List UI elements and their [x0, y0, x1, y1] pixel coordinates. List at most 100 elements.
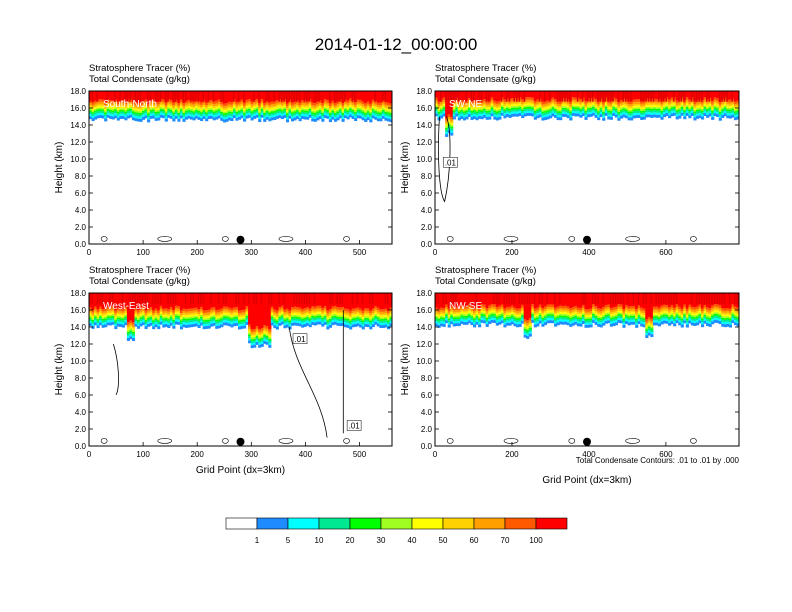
condensate-contour	[222, 438, 229, 444]
y-tick-label: 12.0	[70, 340, 86, 349]
y-tick-label: 12.0	[70, 138, 86, 147]
plot-frame	[434, 292, 740, 447]
panel-label: SW-NE	[449, 99, 482, 110]
colorbar-box	[473, 517, 506, 530]
tracer-field	[435, 293, 739, 339]
y-tick-label: 4.0	[421, 408, 433, 417]
y-axis-label: Height (km)	[400, 344, 411, 396]
condensate-contour	[343, 236, 350, 242]
y-axis-label: Height (km)	[54, 344, 65, 396]
plot-frame	[88, 292, 393, 447]
x-tick-label: 200	[505, 450, 519, 459]
y-tick-label: 18.0	[416, 87, 432, 96]
y-tick-label: 14.0	[416, 323, 432, 332]
location-marker	[236, 437, 245, 446]
x-tick-label: 500	[353, 248, 367, 257]
y-tick-label: 18.0	[70, 87, 86, 96]
colorbar-label: 10	[315, 536, 324, 545]
y-tick-label: 14.0	[70, 323, 86, 332]
panel-title-line: Total Condensate (g/kg)	[435, 74, 536, 85]
y-tick-label: 2.0	[421, 425, 433, 434]
y-tick-label: 10.0	[416, 155, 432, 164]
colorbar-box	[349, 517, 382, 530]
y-tick-label: 8.0	[75, 172, 87, 181]
x-tick-label: 200	[191, 450, 205, 459]
y-tick-label: 14.0	[70, 121, 86, 130]
location-marker	[583, 437, 591, 446]
x-tick-label: 100	[136, 248, 150, 257]
x-tick-label: 0	[87, 248, 92, 257]
y-tick-label: 2.0	[75, 223, 87, 232]
x-tick-label: 300	[245, 248, 259, 257]
x-tick-label: 500	[353, 450, 367, 459]
y-tick-label: 4.0	[75, 206, 87, 215]
x-tick-label: 0	[433, 450, 438, 459]
y-tick-label: 8.0	[75, 374, 87, 383]
condensate-contour	[568, 236, 576, 242]
tracer-field	[435, 91, 739, 137]
colorbar-label: 1	[255, 536, 260, 545]
condensate-contour	[100, 236, 108, 242]
x-tick-label: 400	[582, 450, 596, 459]
y-tick-label: 6.0	[75, 189, 87, 198]
y-tick-label: 10.0	[70, 155, 86, 164]
condensate-contour	[112, 343, 119, 396]
contour-note: Total Condensate Contours: .01 to .01 by…	[576, 456, 740, 465]
x-tick-label: 400	[299, 450, 313, 459]
condensate-contour	[438, 116, 451, 203]
y-tick-label: 2.0	[421, 223, 433, 232]
plot-frame	[88, 90, 393, 245]
y-tick-label: 18.0	[70, 289, 86, 298]
contour-label-box	[292, 333, 308, 344]
colorbar-label: 5	[286, 536, 291, 545]
condensate-contour	[157, 236, 173, 242]
x-tick-label: 200	[191, 248, 205, 257]
colorbar-label: 70	[501, 536, 510, 545]
condensate-contour	[503, 236, 519, 242]
y-tick-label: 6.0	[421, 189, 433, 198]
condensate-contour	[278, 236, 294, 242]
y-tick-label: 0.0	[421, 240, 433, 249]
contour-label-box	[346, 420, 362, 431]
panel-title-line: Total Condensate (g/kg)	[435, 276, 536, 287]
y-tick-label: 12.0	[416, 340, 432, 349]
panel-title-line: Stratosphere Tracer (%)	[435, 63, 536, 74]
panel-label: West-East	[103, 301, 149, 312]
colorbar-box	[256, 517, 289, 530]
colorbar-label: 60	[470, 536, 479, 545]
colorbar-label: 20	[346, 536, 355, 545]
panel-label: South-North	[103, 99, 157, 110]
y-tick-label: 8.0	[421, 374, 433, 383]
y-tick-label: 4.0	[75, 408, 87, 417]
x-tick-label: 0	[87, 450, 92, 459]
plot-frame	[434, 90, 740, 245]
y-tick-label: 14.0	[416, 121, 432, 130]
condensate-contour	[343, 438, 350, 444]
condensate-contour	[690, 438, 697, 444]
x-axis-label: Grid Point (dx=3km)	[196, 465, 285, 476]
x-tick-label: 200	[505, 248, 519, 257]
contour-label: .01	[294, 335, 306, 344]
panel-title-line: Stratosphere Tracer (%)	[89, 265, 190, 276]
x-tick-label: 100	[136, 450, 150, 459]
x-tick-label: 400	[299, 248, 313, 257]
condensate-contour	[503, 438, 519, 444]
x-axis-label: Grid Point (dx=3km)	[542, 475, 631, 486]
colorbar-box	[318, 517, 351, 530]
condensate-contour	[625, 236, 640, 242]
y-tick-label: 6.0	[421, 391, 433, 400]
tracer-field	[89, 293, 392, 349]
panel-title-line: Stratosphere Tracer (%)	[435, 265, 536, 276]
y-tick-label: 0.0	[421, 442, 433, 451]
condensate-contour	[690, 236, 697, 242]
condensate-contour	[446, 438, 454, 444]
x-tick-label: 0	[433, 248, 438, 257]
y-tick-label: 10.0	[70, 357, 86, 366]
location-marker	[236, 235, 245, 244]
condensate-contour	[288, 310, 344, 438]
colorbar-box	[411, 517, 444, 530]
y-tick-label: 2.0	[75, 425, 87, 434]
condensate-contour	[278, 438, 294, 444]
y-axis-label: Height (km)	[400, 142, 411, 194]
